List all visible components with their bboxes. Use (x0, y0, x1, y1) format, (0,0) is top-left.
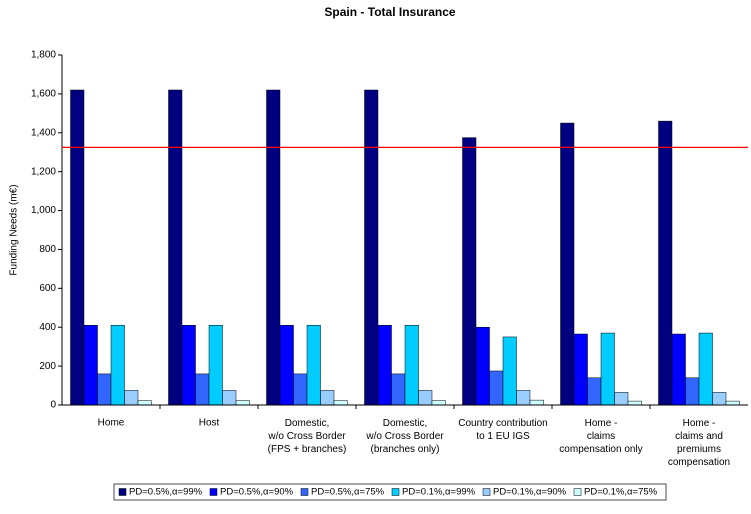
legend-label: PD=0.1%,α=99% (402, 487, 476, 498)
bar (293, 373, 308, 406)
y-tick-label: 1,400 (31, 127, 56, 138)
legend-box (113, 483, 667, 501)
bar (266, 89, 281, 406)
chart-title: Spain - Total Insurance (324, 5, 455, 19)
legend-label: PD=0.1%,α=90% (493, 487, 567, 498)
bar (333, 400, 348, 406)
bar (306, 325, 321, 406)
x-tick-label: Domestic, w/o Cross Border (FPS + branches… (267, 418, 346, 455)
y-tick-label: 1,800 (31, 50, 56, 61)
bar (110, 325, 125, 406)
x-tick-label: Host (199, 418, 220, 429)
x-tick-label: Home -claims and premiums compensation (668, 418, 730, 468)
legend-swatch (482, 488, 491, 496)
bar (391, 373, 406, 406)
y-tick-label: 1,000 (31, 205, 56, 216)
bar (600, 332, 615, 406)
x-tick-label: Home (98, 418, 125, 429)
bar (418, 390, 433, 406)
bar (320, 390, 335, 406)
x-tick-label: Home -claims compensation only (559, 418, 642, 455)
y-tick-label: 1,600 (31, 89, 56, 100)
legend-label: PD=0.5%,α=75% (311, 487, 385, 498)
bar (614, 392, 629, 406)
bar (83, 325, 98, 406)
bar (627, 400, 642, 406)
x-tick-label: Country contribution to 1 EU IGS (458, 418, 548, 442)
bar (560, 122, 575, 406)
bar (712, 392, 727, 406)
bar (529, 399, 544, 406)
y-tick-label: 1,200 (31, 166, 56, 177)
bar (279, 325, 294, 406)
bar (431, 400, 446, 406)
bar (725, 400, 740, 406)
legend-swatch (573, 488, 582, 496)
x-tick-label: Domestic, w/o Cross Border (branches only) (365, 418, 444, 455)
bar (502, 336, 517, 406)
bar (181, 325, 196, 406)
bar (70, 89, 85, 406)
bar (489, 370, 504, 406)
bar (516, 390, 531, 406)
bar (124, 390, 139, 406)
bar (587, 377, 602, 406)
y-tick-label: 800 (39, 244, 56, 255)
bar (573, 333, 588, 406)
y-tick-label: 0 (50, 400, 56, 411)
bar (97, 373, 112, 406)
bar (208, 325, 223, 406)
legend-label: PD=0.1%,α=75% (584, 487, 658, 498)
y-tick-label: 400 (39, 322, 56, 333)
y-axis-title: Funding Needs (m€) (9, 184, 20, 275)
y-tick-label: 200 (39, 361, 56, 372)
legend-swatch (209, 488, 218, 496)
legend-swatch (391, 488, 400, 496)
bar (364, 89, 379, 406)
bar (475, 326, 490, 406)
bar (658, 120, 673, 406)
bar (671, 333, 686, 406)
bar (462, 137, 477, 406)
bar (222, 390, 237, 406)
bar (235, 400, 250, 406)
legend-label: PD=0.5%,α=99% (129, 487, 203, 498)
bar (685, 377, 700, 406)
bar (137, 400, 152, 406)
bar (404, 325, 419, 406)
legend-swatch (300, 488, 309, 496)
bar (698, 332, 713, 406)
legend-label: PD=0.5%,α=90% (220, 487, 294, 498)
bar (168, 89, 183, 406)
bar (195, 373, 210, 406)
bar (377, 325, 392, 406)
y-tick-label: 600 (39, 283, 56, 294)
legend-swatch (118, 488, 127, 496)
